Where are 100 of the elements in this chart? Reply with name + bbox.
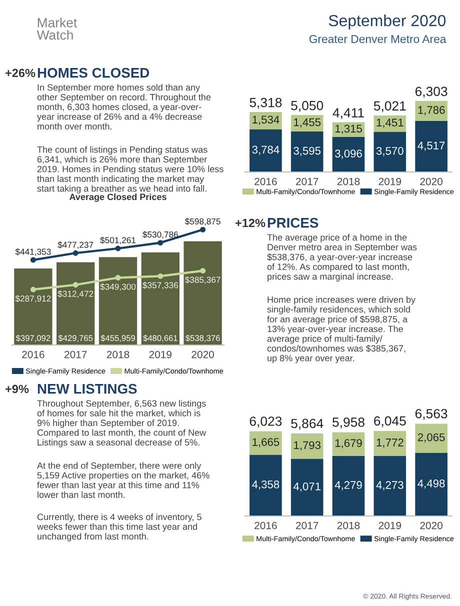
x-tick-label: 2019 (378, 178, 401, 186)
text: PRICES (268, 218, 318, 228)
bar (290, 131, 324, 172)
data-label: 4,358 (252, 480, 280, 490)
total-label: 6,045 (374, 416, 406, 428)
point (30, 286, 36, 292)
point (115, 246, 121, 252)
data-label: 1,793 (294, 441, 321, 450)
data-label: 1,665 (252, 438, 280, 448)
data-label: $598,875 (184, 218, 220, 226)
text: September 2020 (328, 14, 446, 30)
data-label: $455,959 (100, 334, 135, 342)
bar (250, 431, 282, 455)
total-label: 6,303 (415, 86, 448, 98)
data-label: $480,661 (143, 334, 178, 342)
point (200, 268, 206, 274)
data-label: $312,472 (58, 290, 94, 298)
data-label: $287,912 (15, 295, 51, 303)
data-label: $397,092 (16, 334, 50, 342)
total-label: 5,021 (374, 101, 406, 112)
bar (250, 454, 282, 516)
bar (374, 132, 406, 172)
data-label: $429,765 (58, 334, 93, 342)
total-label: 6,023 (250, 416, 282, 428)
data-label: 1,534 (252, 116, 280, 125)
text: Market Watch (36, 18, 78, 40)
data-label: $385,367 (184, 276, 220, 284)
data-label: $538,376 (186, 334, 220, 342)
x-tick-label: 2017 (296, 178, 318, 186)
bar (332, 456, 365, 516)
point (115, 274, 121, 280)
data-label: $477,237 (58, 241, 94, 249)
bar (415, 121, 448, 172)
point (158, 240, 164, 246)
bar (415, 424, 448, 453)
data-label: 1,315 (335, 124, 362, 134)
data-label: $357,336 (142, 282, 178, 290)
text: Throughout September, 6,563 new listings of homes for sale hit the market, which is 9% higher than September of 2019. Compared to last month, the count of New Listings saw a seasonal decrease of 5%. (37, 400, 206, 448)
bar (332, 137, 365, 172)
text: Greater Denver Metro Area (309, 34, 446, 44)
data-label: 1,786 (418, 106, 445, 116)
total-label: 4,411 (332, 108, 364, 120)
data-label: 4,498 (418, 479, 445, 489)
data-label: 3,096 (335, 150, 362, 159)
x-tick-label: 2016 (22, 350, 44, 358)
data-label: $501,261 (100, 236, 136, 244)
data-label: 1,772 (376, 438, 404, 448)
text: The average price of a home in the Denver metro area in September was $538,376, a year-over-year increase of 12%. As compared to last month, prices saw a marginal increase. (267, 234, 417, 282)
data-label: 1,451 (376, 118, 404, 128)
x-tick-label: 2016 (254, 178, 277, 186)
total-label: 5,958 (332, 417, 364, 428)
data-label: 3,784 (252, 146, 280, 155)
x-tick-label: 2018 (337, 178, 360, 186)
bar (374, 430, 406, 456)
point (158, 273, 164, 279)
bar (184, 241, 222, 345)
x-tick-label: 2016 (254, 522, 277, 530)
bar (332, 432, 365, 456)
data-label: 1,679 (335, 439, 362, 448)
point (72, 250, 78, 256)
bar (290, 434, 324, 459)
point (30, 257, 36, 263)
x-tick-label: 2020 (192, 350, 214, 358)
data-label: $349,300 (100, 283, 136, 291)
text: In September more homes sold than any other September on record. Throughout the month, 6,303 homes closed, a year-over- year increase of 26% and a 4% decrease month over month. (37, 84, 211, 130)
total-label: 5,864 (291, 418, 324, 430)
x-tick-label: 2017 (296, 522, 318, 530)
bar (415, 100, 448, 122)
text: +26% (5, 68, 36, 78)
text: Home price increases were driven by single-family residences, which sold for an average price of $598,875, a 13% year-over-year increase. The average price of multi-family/ condos/townhomes was $385,367, up 8% year over year. (267, 296, 416, 364)
bar (415, 452, 448, 516)
bar (374, 456, 406, 516)
x-tick-label: 2018 (337, 522, 360, 530)
x-tick-label: 2019 (378, 522, 401, 530)
data-label: $530,786 (142, 231, 178, 239)
x-tick-label: 2018 (106, 350, 130, 358)
data-label: 4,273 (376, 481, 404, 490)
chart-title: Average Closed Prices (69, 193, 166, 202)
text: +9% (5, 384, 29, 394)
total-label: 6,563 (415, 408, 448, 420)
total-label: 5,318 (250, 98, 282, 109)
total-label: 5,050 (291, 100, 324, 112)
x-tick-label: 2017 (64, 350, 87, 358)
data-label: 2,065 (418, 433, 445, 443)
text: Currently, there is 4 weeks of inventory, 5 weeks fewer than this time last year and unchanged from last month. (36, 514, 202, 542)
point (200, 226, 206, 232)
bar (250, 112, 282, 130)
text: NEW LISTINGS (38, 384, 137, 394)
text: The count of listings in Pending status was 6,341, which is 26% more than September 2019. Homes in Pending status were 10% less than last month indicating the market may start taking a breather as we head into fall. (37, 146, 224, 194)
x-tick-label: 2020 (420, 178, 442, 186)
text: HOMES CLOSED (38, 68, 150, 78)
text: +12% (235, 218, 266, 228)
x-tick-label: 2020 (420, 522, 442, 530)
data-label: 4,279 (334, 481, 362, 490)
data-label: 4,071 (293, 482, 320, 492)
data-label: 3,595 (294, 146, 321, 156)
data-label: 1,455 (294, 118, 321, 128)
bar (250, 129, 282, 172)
data-label: 3,570 (376, 146, 404, 156)
data-label: 4,517 (418, 142, 445, 151)
